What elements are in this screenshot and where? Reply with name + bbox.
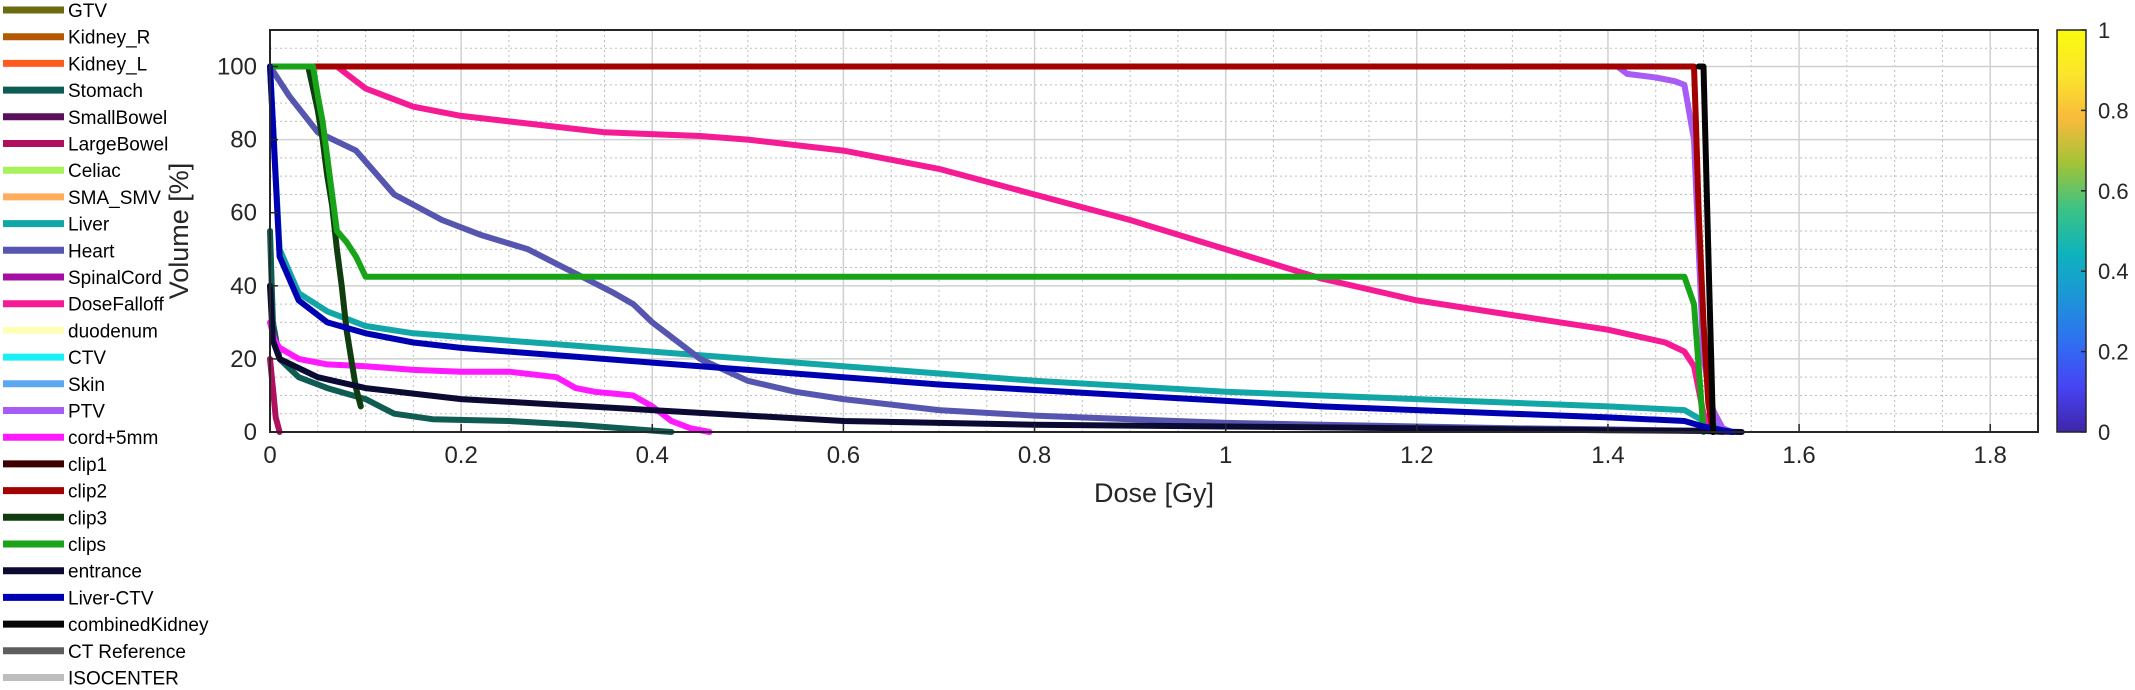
colorbar-tick-label: 0 [2098, 420, 2110, 445]
legend-label: entrance [68, 562, 142, 583]
legend-label: Liver-CTV [68, 588, 154, 609]
legend-item-stomach: Stomach [3, 81, 143, 102]
legend-item-clip3: clip3 [3, 508, 107, 529]
y-axis-ticks: 0 20 40 60 80 100 [217, 54, 278, 446]
x-tick-label: 0.2 [444, 442, 477, 469]
legend-label: cord+5mm [68, 428, 158, 449]
legend-label: Liver [68, 215, 110, 236]
x-axis-ticks: 0 0.2 0.4 0.6 0.8 1 1.2 1.4 1.6 1.8 [263, 424, 2007, 469]
legend-item-sma-smv: SMA_SMV [3, 188, 161, 209]
y-tick-label: 0 [244, 419, 257, 446]
legend-item-clip2: clip2 [3, 482, 107, 503]
legend-label: GTV [68, 1, 107, 22]
curve-clips [267, 63, 1707, 435]
legend-label: SpinalCord [68, 268, 162, 289]
colorbar-tick-label: 1 [2098, 18, 2110, 43]
legend-label: SMA_SMV [68, 188, 161, 209]
legend-item-isocenter: ISOCENTER [3, 669, 179, 690]
curve-liver [267, 63, 1736, 435]
legend-label: PTV [68, 402, 105, 423]
legend-item-entrance: entrance [3, 562, 142, 583]
x-tick-label: 0.6 [827, 442, 860, 469]
legend-item-cord-5mm: cord+5mm [3, 428, 158, 449]
colorbar-tick-label: 0.6 [2098, 179, 2129, 204]
legend-label: ISOCENTER [68, 669, 179, 690]
legend-item-liver: Liver [3, 215, 110, 236]
legend-label: clip2 [68, 482, 107, 503]
curve-largebowel [267, 355, 283, 435]
legend-label: clips [68, 535, 106, 556]
legend-item-smallbowel: SmallBowel [3, 108, 167, 129]
colorbar: 0 0.2 0.4 0.6 0.8 1 [2056, 18, 2129, 445]
legend-item-liver-ctv: Liver-CTV [3, 588, 154, 609]
legend-label: clip1 [68, 455, 107, 476]
legend-label: CT Reference [68, 642, 186, 663]
dvh-curves [267, 63, 1745, 435]
legend-item-ctv: CTV [3, 348, 106, 369]
curve-entrance [267, 282, 1745, 435]
legend-item-skin: Skin [3, 375, 105, 396]
x-tick-label: 0 [263, 442, 276, 469]
legend-label: Skin [68, 375, 105, 396]
x-tick-label: 1.4 [1591, 442, 1624, 469]
y-axis-label: Volume [%] [164, 163, 194, 300]
legend-label: Stomach [68, 81, 143, 102]
colorbar-gradient [2056, 29, 2087, 433]
legend-item-kidney-r: Kidney_R [3, 28, 150, 49]
curve-clip2 [267, 63, 1717, 435]
legend-item-heart: Heart [3, 241, 115, 262]
legend-label: Kidney_L [68, 54, 147, 75]
legend-label: SmallBowel [68, 108, 167, 129]
legend-label: combinedKidney [68, 615, 209, 636]
legend-label: Celiac [68, 161, 121, 182]
legend-item-spinalcord: SpinalCord [3, 268, 162, 289]
colorbar-tick-label: 0.8 [2098, 98, 2129, 123]
y-tick-label: 20 [230, 346, 257, 373]
legend-label: duodenum [68, 321, 158, 342]
legend-item-combinedkidney: combinedKidney [3, 615, 209, 636]
legend-item-duodenum: duodenum [3, 321, 158, 342]
x-tick-label: 1 [1219, 442, 1232, 469]
legend-item-largebowel: LargeBowel [3, 135, 168, 156]
y-tick-label: 80 [230, 127, 257, 154]
legend-item-clips: clips [3, 535, 106, 556]
plot-background [270, 30, 2038, 432]
y-tick-label: 40 [230, 273, 257, 300]
x-tick-label: 1.8 [1974, 442, 2007, 469]
legend-item-celiac: Celiac [3, 161, 121, 182]
y-tick-label: 60 [230, 200, 257, 227]
plot-frame [269, 29, 2039, 433]
legend-label: Kidney_R [68, 28, 150, 49]
legend-label: CTV [68, 348, 106, 369]
curve-combinedkidney [1695, 63, 1717, 435]
legend-label: clip3 [68, 508, 107, 529]
legend-item-clip1: clip1 [3, 455, 107, 476]
legend-item-ptv: PTV [3, 402, 105, 423]
x-tick-label: 0.8 [1018, 442, 1051, 469]
colorbar-ticks: 0 0.2 0.4 0.6 0.8 1 [2081, 18, 2129, 445]
y-tick-label: 100 [217, 54, 257, 81]
curve-dosefalloff [333, 63, 1717, 435]
legend-label: LargeBowel [68, 135, 168, 156]
x-tick-label: 1.2 [1400, 442, 1433, 469]
curve-liver-ctv [267, 63, 1736, 435]
x-tick-label: 1.6 [1782, 442, 1815, 469]
legend: GTV Kidney_R Kidney_L Stomach SmallBowel Larg… [3, 1, 209, 690]
legend-item-dosefalloff: DoseFalloff [3, 295, 164, 316]
colorbar-tick-label: 0.2 [2098, 340, 2129, 365]
colorbar-tick-label: 0.4 [2098, 259, 2129, 284]
legend-label: DoseFalloff [68, 295, 164, 316]
x-axis-label: Dose [Gy] [1094, 478, 1214, 508]
legend-item-gtv: GTV [3, 1, 107, 22]
legend-label: Heart [68, 241, 115, 262]
legend-item-ct-reference: CT Reference [3, 642, 186, 663]
plot-area: 0 0.2 0.4 0.6 0.8 1 1.2 1.4 1.6 1.8 0 20 40 60 80 100 [217, 29, 2039, 469]
legend-item-kidney-l: Kidney_L [3, 54, 147, 75]
x-tick-label: 0.4 [636, 442, 669, 469]
